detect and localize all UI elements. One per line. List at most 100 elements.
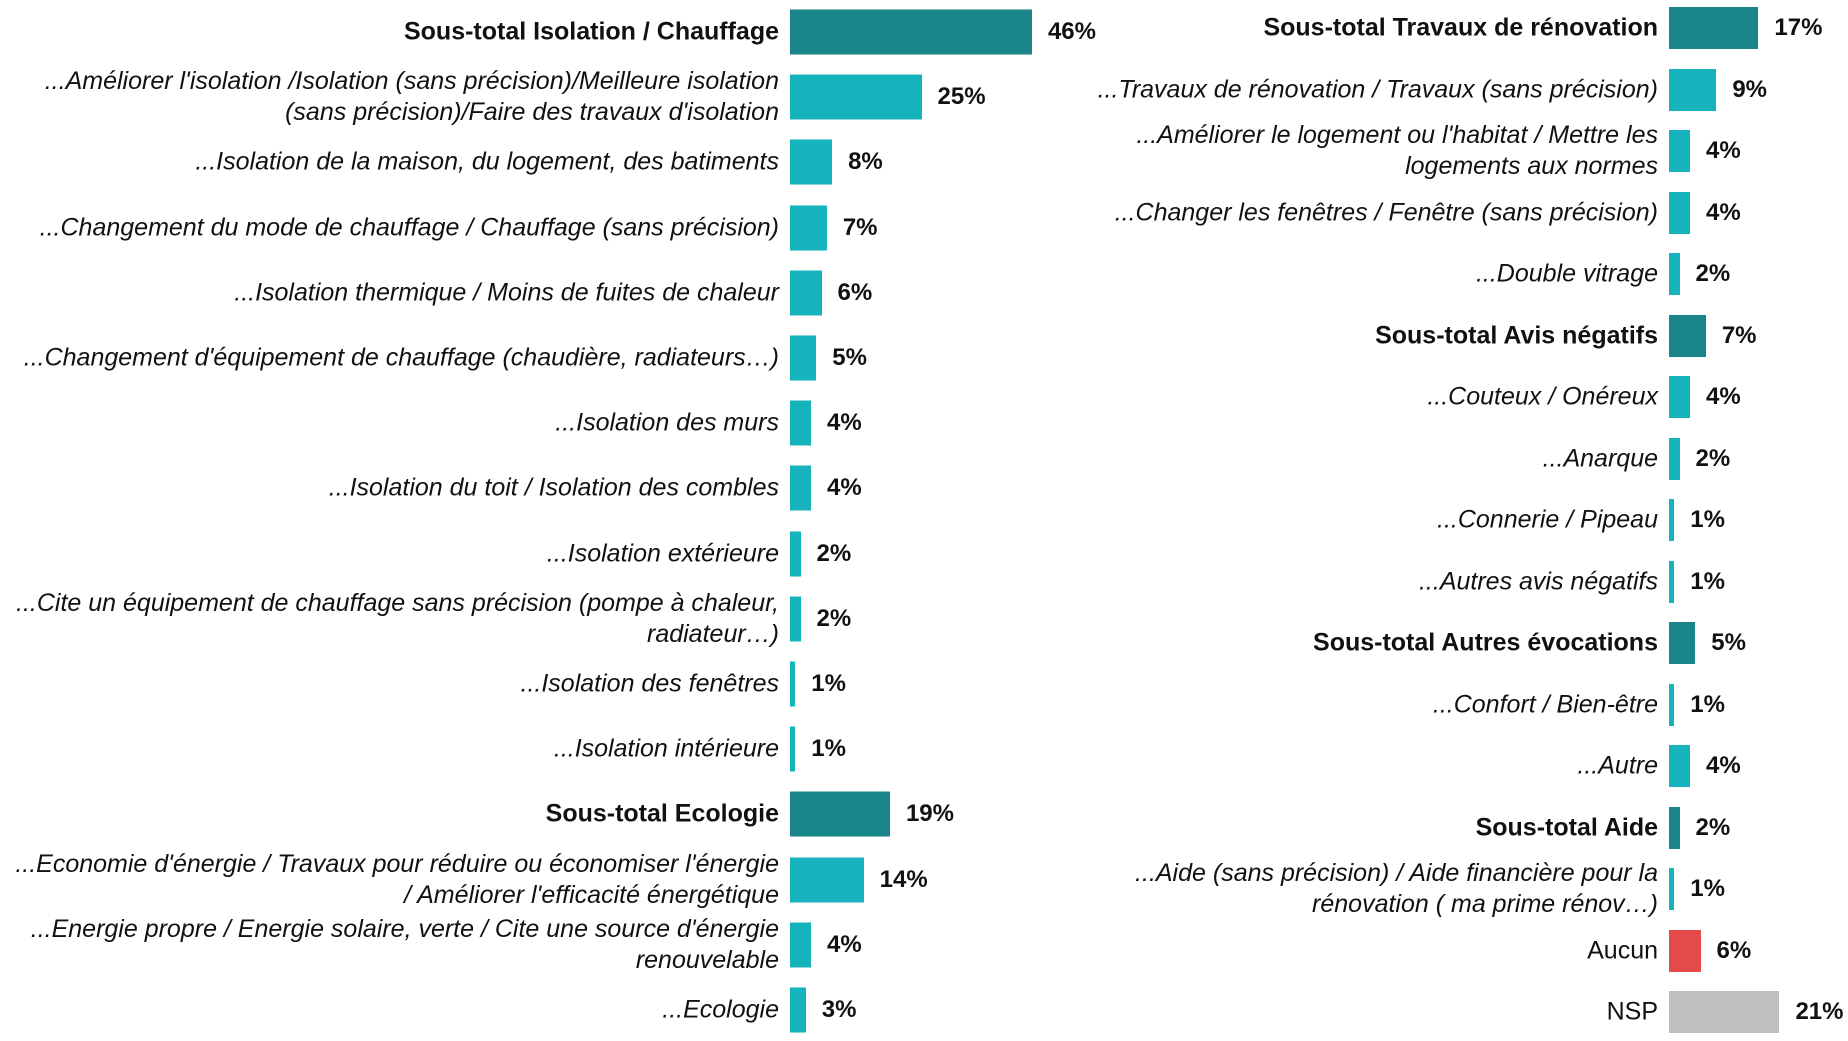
value-label: 2% bbox=[816, 604, 852, 632]
category-label: Sous-total Avis négatifs bbox=[1375, 321, 1658, 349]
bar bbox=[1669, 929, 1701, 972]
bar bbox=[1669, 376, 1691, 418]
bar bbox=[1669, 683, 1675, 726]
bar bbox=[790, 400, 812, 446]
bar bbox=[1669, 314, 1706, 357]
category-label: NSP bbox=[1606, 997, 1658, 1026]
value-label: 2% bbox=[1695, 813, 1731, 841]
bar bbox=[790, 726, 796, 772]
value-label: 3% bbox=[821, 996, 857, 1023]
value-label: 4% bbox=[1706, 383, 1741, 410]
category-label: ...Améliorer le logement ou l'habitat / … bbox=[1136, 121, 1658, 180]
category-label: ...Double vitrage bbox=[1475, 259, 1658, 288]
category-label: ...Isolation du toit / Isolation des com… bbox=[328, 473, 779, 502]
bar bbox=[1669, 437, 1680, 480]
value-label: 2% bbox=[1695, 444, 1731, 472]
value-label: 7% bbox=[1721, 321, 1757, 349]
value-label: 1% bbox=[1690, 690, 1725, 718]
value-label: 21% bbox=[1795, 998, 1844, 1025]
value-label: 1% bbox=[1690, 506, 1725, 533]
category-label: ...Isolation thermique / Moins de fuites… bbox=[234, 278, 779, 307]
category-label: ...Connerie / Pipeau bbox=[1437, 505, 1658, 534]
bar bbox=[790, 531, 801, 577]
bar bbox=[790, 596, 801, 642]
value-label: 19% bbox=[905, 800, 954, 828]
value-label: 4% bbox=[827, 409, 862, 437]
category-label: ...Couteux / Onéreux bbox=[1427, 382, 1658, 411]
category-label: Sous-total Ecologie bbox=[545, 799, 779, 828]
value-label: 14% bbox=[879, 865, 928, 893]
category-label: ...Travaux de rénovation / Travaux (sans… bbox=[1097, 75, 1658, 103]
value-label: 17% bbox=[1774, 14, 1823, 41]
bar bbox=[790, 465, 812, 511]
bar bbox=[1669, 253, 1680, 295]
category-label: Sous-total Autres évocations bbox=[1313, 628, 1658, 657]
value-label: 4% bbox=[827, 930, 862, 958]
value-label: 4% bbox=[1706, 752, 1741, 779]
category-label: ...Autres avis négatifs bbox=[1418, 567, 1658, 595]
value-label: 6% bbox=[837, 278, 873, 306]
value-label: 1% bbox=[1690, 875, 1725, 902]
category-label: ...Economie d'énergie / Travaux pour réd… bbox=[15, 849, 779, 909]
value-label: 2% bbox=[816, 539, 852, 567]
category-label: ...Ecologie bbox=[662, 995, 779, 1024]
bar bbox=[790, 74, 922, 120]
value-label: 1% bbox=[811, 670, 846, 697]
category-label: ...Isolation extérieure bbox=[546, 539, 779, 568]
value-label: 7% bbox=[842, 213, 878, 241]
bar bbox=[790, 857, 864, 903]
value-label: 1% bbox=[1690, 567, 1725, 595]
value-label: 1% bbox=[811, 735, 846, 763]
value-label: 4% bbox=[827, 474, 862, 502]
value-label: 9% bbox=[1732, 75, 1768, 103]
category-label: Aucun bbox=[1587, 936, 1658, 964]
bar bbox=[790, 139, 833, 185]
value-label: 6% bbox=[1716, 936, 1752, 964]
value-label: 8% bbox=[848, 148, 883, 176]
value-label: 25% bbox=[937, 83, 986, 111]
category-label: Sous-total Isolation / Chauffage bbox=[403, 17, 779, 46]
bar bbox=[790, 987, 806, 1033]
bar bbox=[790, 9, 1032, 55]
category-label: Sous-total Aide bbox=[1475, 813, 1658, 841]
category-label: ...Autre bbox=[1577, 751, 1658, 780]
category-label: ...Isolation intérieure bbox=[553, 734, 779, 763]
bar bbox=[1669, 745, 1691, 787]
value-label: 2% bbox=[1695, 260, 1731, 287]
bar bbox=[1669, 499, 1675, 541]
category-label: ...Isolation des murs bbox=[555, 408, 779, 437]
category-label: ...Améliorer l'isolation /Isolation (san… bbox=[44, 67, 779, 127]
bar bbox=[790, 205, 827, 251]
bar bbox=[790, 922, 812, 968]
value-label: 5% bbox=[832, 344, 867, 371]
value-label: 5% bbox=[1711, 629, 1746, 656]
category-label: ...Energie propre / Energie solaire, ver… bbox=[30, 914, 779, 974]
category-label: ...Confort / Bien-être bbox=[1432, 690, 1658, 718]
category-label: ...Anarque bbox=[1542, 444, 1658, 472]
bar bbox=[1669, 868, 1675, 910]
category-label: ...Isolation des fenêtres bbox=[520, 669, 779, 698]
bar bbox=[790, 661, 796, 707]
category-label: ...Aide (sans précision) / Aide financiè… bbox=[1135, 859, 1658, 918]
category-label: ...Isolation de la maison, du logement, … bbox=[195, 147, 779, 176]
bar bbox=[790, 335, 817, 381]
bar bbox=[1669, 560, 1675, 603]
value-label: 4% bbox=[1706, 137, 1741, 164]
bar bbox=[1669, 68, 1717, 111]
bar bbox=[1669, 7, 1759, 49]
bar bbox=[1669, 622, 1696, 664]
category-label: ...Cite un équipement de chauffage sans … bbox=[16, 588, 779, 648]
bar bbox=[790, 791, 890, 837]
category-label: Sous-total Travaux de rénovation bbox=[1263, 13, 1658, 42]
category-label: ...Changer les fenêtres / Fenêtre (sans … bbox=[1114, 198, 1658, 226]
value-label: 46% bbox=[1047, 18, 1096, 45]
category-label: ...Changement du mode de chauffage / Cha… bbox=[39, 213, 779, 242]
bar bbox=[1669, 991, 1780, 1033]
value-label: 4% bbox=[1706, 198, 1741, 226]
bar bbox=[1669, 806, 1680, 849]
bar bbox=[1669, 191, 1691, 234]
category-label: ...Changement d'équipement de chauffage … bbox=[23, 343, 779, 372]
bar bbox=[790, 270, 822, 316]
bar bbox=[1669, 130, 1691, 172]
